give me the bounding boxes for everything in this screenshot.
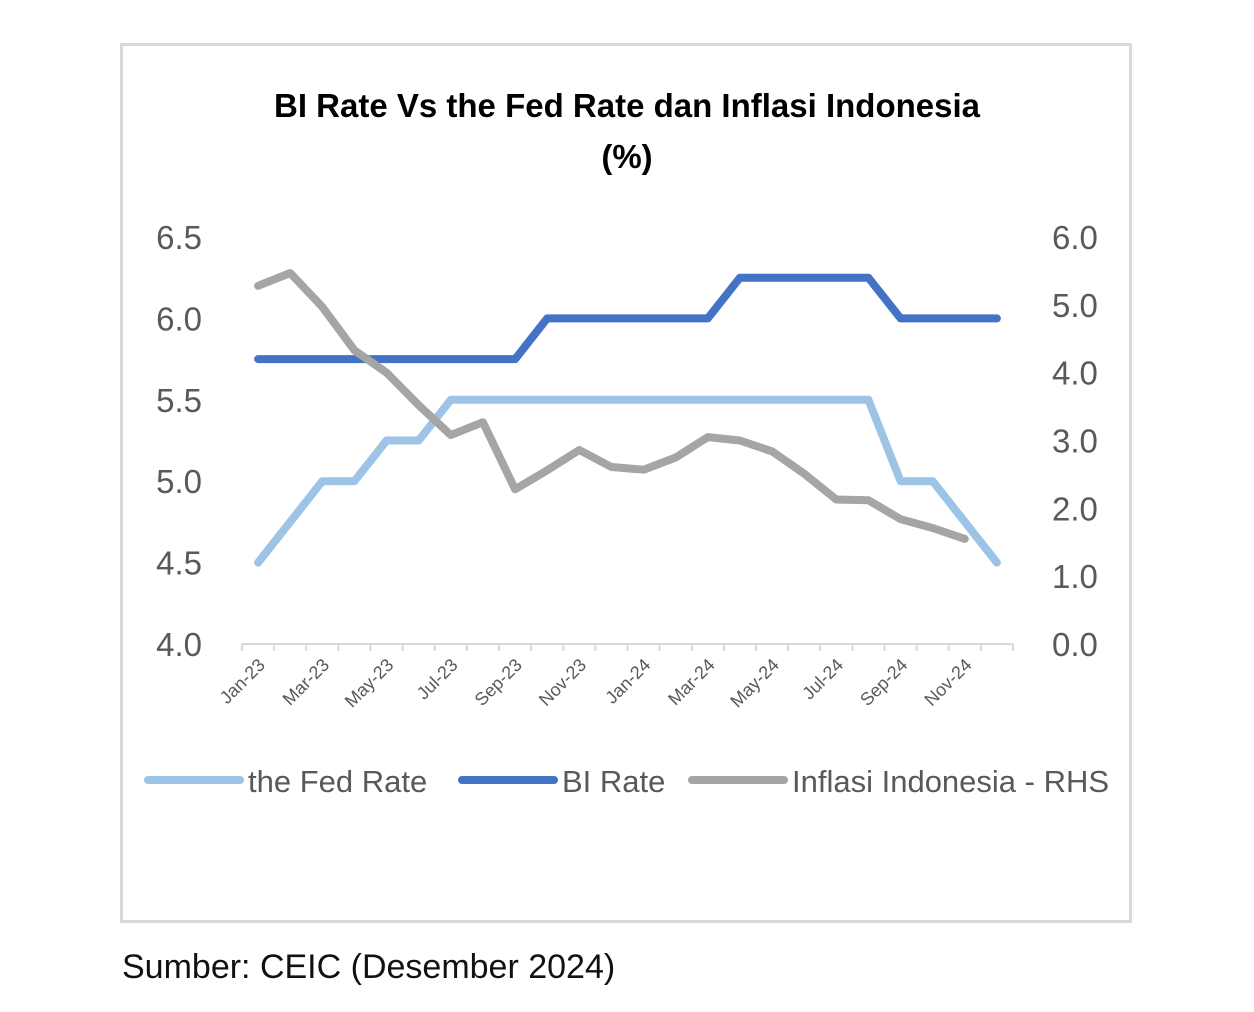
y-left-tick-label: 6.0 xyxy=(156,300,202,337)
x-tick-label: May-24 xyxy=(726,655,783,712)
y-right-tick-label: 5.0 xyxy=(1052,287,1098,324)
legend-label: BI Rate xyxy=(562,764,665,799)
y-left-tick-label: 4.5 xyxy=(156,545,202,582)
chart-frame xyxy=(120,43,1132,923)
x-tick-label: Jul-23 xyxy=(413,655,462,704)
y-left-tick-label: 4.0 xyxy=(156,626,202,663)
series-line-2 xyxy=(254,269,969,543)
x-tick-label: Jan-24 xyxy=(601,655,654,708)
x-tick-label: Jan-23 xyxy=(216,655,269,708)
legend-label: Inflasi Indonesia - RHS xyxy=(792,764,1109,799)
x-tick-label: Sep-23 xyxy=(471,655,526,710)
series-line-0 xyxy=(254,395,1001,567)
y-left-tick-label: 6.5 xyxy=(156,219,202,256)
legend-label: the Fed Rate xyxy=(248,764,427,799)
y-right-tick-label: 4.0 xyxy=(1052,355,1098,392)
x-tick-label: Mar-23 xyxy=(279,655,333,709)
chart-title: BI Rate Vs the Fed Rate dan Inflasi Indo… xyxy=(274,87,981,124)
line-chart: BI Rate Vs the Fed Rate dan Inflasi Indo… xyxy=(144,87,1109,799)
chart-subtitle: (%) xyxy=(601,138,652,175)
y-right-tick-label: 3.0 xyxy=(1052,423,1098,460)
y-right-tick-label: 0.0 xyxy=(1052,626,1098,663)
x-tick-label: Nov-24 xyxy=(920,655,975,710)
y-right-tick-label: 1.0 xyxy=(1052,558,1098,595)
x-tick-label: May-23 xyxy=(341,655,398,712)
y-right-tick-label: 2.0 xyxy=(1052,490,1098,527)
y-left-tick-label: 5.5 xyxy=(156,382,202,419)
series-line-1 xyxy=(254,273,1001,364)
x-tick-label: Nov-23 xyxy=(535,655,590,710)
y-right-tick-label: 6.0 xyxy=(1052,219,1098,256)
y-left-tick-label: 5.0 xyxy=(156,463,202,500)
x-tick-label: Sep-24 xyxy=(856,655,911,710)
x-tick-label: Mar-24 xyxy=(664,655,718,709)
x-tick-label: Jul-24 xyxy=(798,655,847,704)
source-note: Sumber: CEIC (Desember 2024) xyxy=(122,948,616,986)
